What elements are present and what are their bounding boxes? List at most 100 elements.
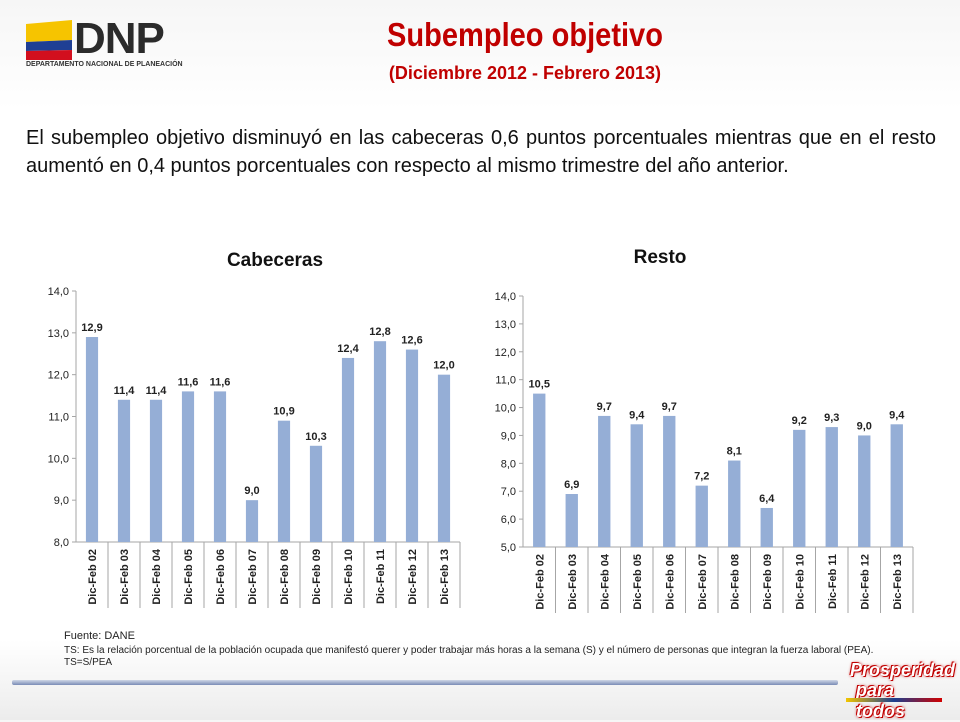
data-label-cabeceras: 12,0	[433, 360, 454, 372]
bar-resto	[825, 427, 838, 547]
data-label-resto: 7,2	[694, 471, 709, 483]
data-label-cabeceras: 12,4	[337, 343, 359, 355]
x-tick-label-resto: Dic-Feb 02	[534, 554, 546, 610]
data-label-resto: 9,2	[792, 415, 807, 427]
x-tick-label-cabeceras: Dic-Feb 10	[343, 549, 355, 605]
data-label-cabeceras: 11,6	[178, 376, 199, 388]
y-tick-label-resto: 11,0	[495, 375, 516, 387]
logo-text: DNP	[74, 14, 165, 63]
y-tick-label-cabeceras: 13,0	[48, 328, 69, 340]
data-label-resto: 9,0	[857, 420, 872, 432]
y-tick-label-resto: 7,0	[501, 486, 516, 498]
bar-resto	[630, 424, 643, 547]
x-tick-label-cabeceras: Dic-Feb 07	[247, 549, 259, 605]
y-tick-label-cabeceras: 11,0	[48, 412, 69, 424]
bar-resto	[598, 415, 611, 547]
y-tick-label-cabeceras: 9,0	[54, 495, 69, 507]
bar-resto	[663, 415, 676, 547]
data-label-cabeceras: 12,6	[401, 335, 422, 347]
x-tick-label-cabeceras: Dic-Feb 06	[215, 549, 227, 605]
bar-resto	[695, 485, 708, 547]
bar-cabeceras	[213, 391, 227, 542]
logo-subtitle: DEPARTAMENTO NACIONAL DE PLANEACIÓN	[26, 61, 183, 68]
brand-color-bar	[846, 698, 942, 702]
x-tick-label-cabeceras: Dic-Feb 11	[375, 549, 387, 604]
bar-resto	[858, 435, 871, 547]
y-tick-label-resto: 6,0	[501, 514, 516, 526]
data-label-resto: 6,9	[564, 479, 579, 491]
dnp-logo: DNP DEPARTAMENTO NACIONAL DE PLANEACIÓN	[26, 14, 186, 70]
x-tick-label-cabeceras: Dic-Feb 02	[87, 549, 99, 605]
page-subtitle: (Diciembre 2012 - Febrero 2013)	[388, 63, 662, 83]
y-tick-label-cabeceras: 12,0	[48, 370, 69, 382]
data-label-cabeceras: 11,4	[146, 385, 168, 397]
y-tick-label-resto: 8,0	[501, 458, 516, 470]
data-label-cabeceras: 12,9	[81, 322, 102, 334]
prosperidad-logo: Prosperidad para todos	[846, 658, 955, 721]
x-tick-label-resto: Dic-Feb 08	[729, 554, 741, 610]
page-title: Subempleo objetivo	[387, 16, 663, 53]
bar-resto	[793, 429, 806, 547]
x-tick-label-resto: Dic-Feb 03	[567, 554, 579, 610]
x-tick-label-resto: Dic-Feb 09	[762, 554, 774, 610]
source-note: Fuente: DANE	[64, 630, 135, 642]
data-label-resto: 9,4	[889, 409, 905, 421]
x-tick-label-cabeceras: Dic-Feb 05	[183, 549, 195, 605]
x-tick-label-cabeceras: Dic-Feb 12	[407, 549, 419, 605]
y-tick-label-resto: 10,0	[495, 403, 516, 415]
bar-cabeceras	[277, 420, 291, 542]
bar-cabeceras	[245, 500, 259, 542]
data-label-resto: 9,4	[629, 409, 645, 421]
bar-resto	[890, 424, 903, 547]
bar-cabeceras	[437, 374, 451, 542]
y-tick-label-cabeceras: 8,0	[54, 537, 69, 549]
bar-cabeceras	[309, 445, 323, 542]
y-tick-label-resto: 13,0	[495, 319, 516, 331]
bar-resto	[533, 393, 546, 547]
x-tick-label-cabeceras: Dic-Feb 03	[119, 549, 131, 605]
data-label-cabeceras: 10,9	[273, 406, 294, 418]
x-tick-label-resto: Dic-Feb 04	[599, 553, 611, 610]
bar-cabeceras	[181, 391, 195, 542]
brand-line-1: Prosperidad	[850, 660, 956, 680]
bar-cabeceras	[149, 399, 163, 542]
x-tick-label-resto: Dic-Feb 11	[827, 554, 839, 609]
chart-title-resto: Resto	[633, 247, 687, 268]
definition-note: TS: Es la relación porcentual de la pobl…	[64, 645, 874, 668]
x-tick-label-resto: Dic-Feb 06	[664, 554, 676, 610]
bar-cabeceras	[373, 341, 387, 542]
footer-rule	[12, 680, 838, 685]
data-label-resto: 9,7	[662, 401, 677, 413]
x-tick-label-cabeceras: Dic-Feb 04	[151, 548, 163, 605]
y-tick-label-resto: 14,0	[495, 291, 516, 303]
y-tick-label-resto: 12,0	[495, 347, 516, 359]
data-label-resto: 8,1	[727, 446, 742, 458]
x-tick-label-resto: Dic-Feb 05	[632, 554, 644, 610]
x-tick-label-cabeceras: Dic-Feb 09	[311, 549, 323, 605]
x-tick-label-resto: Dic-Feb 12	[859, 554, 871, 610]
x-tick-label-resto: Dic-Feb 13	[892, 554, 904, 610]
intro-paragraph: El subempleo objetivo disminuyó en las c…	[26, 127, 936, 177]
data-label-resto: 6,4	[759, 493, 775, 505]
bar-resto	[728, 460, 741, 547]
y-tick-label-cabeceras: 14,0	[48, 286, 69, 298]
data-label-cabeceras: 11,6	[210, 376, 231, 388]
bar-resto	[565, 494, 578, 547]
brand-line-2: para todos	[856, 680, 905, 721]
data-label-resto: 9,7	[597, 401, 612, 413]
y-tick-label-resto: 5,0	[501, 542, 516, 554]
colombia-flag-icon	[26, 20, 72, 60]
bar-cabeceras	[405, 349, 419, 542]
data-label-cabeceras: 12,8	[369, 326, 390, 338]
data-label-resto: 10,5	[529, 379, 550, 391]
x-tick-label-resto: Dic-Feb 10	[794, 554, 806, 610]
x-tick-label-resto: Dic-Feb 07	[697, 554, 709, 610]
y-tick-label-cabeceras: 10,0	[48, 453, 69, 465]
bar-cabeceras	[117, 399, 131, 542]
chart-title-cabeceras: Cabeceras	[226, 250, 324, 271]
bar-cabeceras	[341, 357, 355, 542]
bar-cabeceras	[85, 337, 99, 542]
x-tick-label-cabeceras: Dic-Feb 08	[279, 549, 291, 605]
y-tick-label-resto: 9,0	[501, 430, 516, 442]
